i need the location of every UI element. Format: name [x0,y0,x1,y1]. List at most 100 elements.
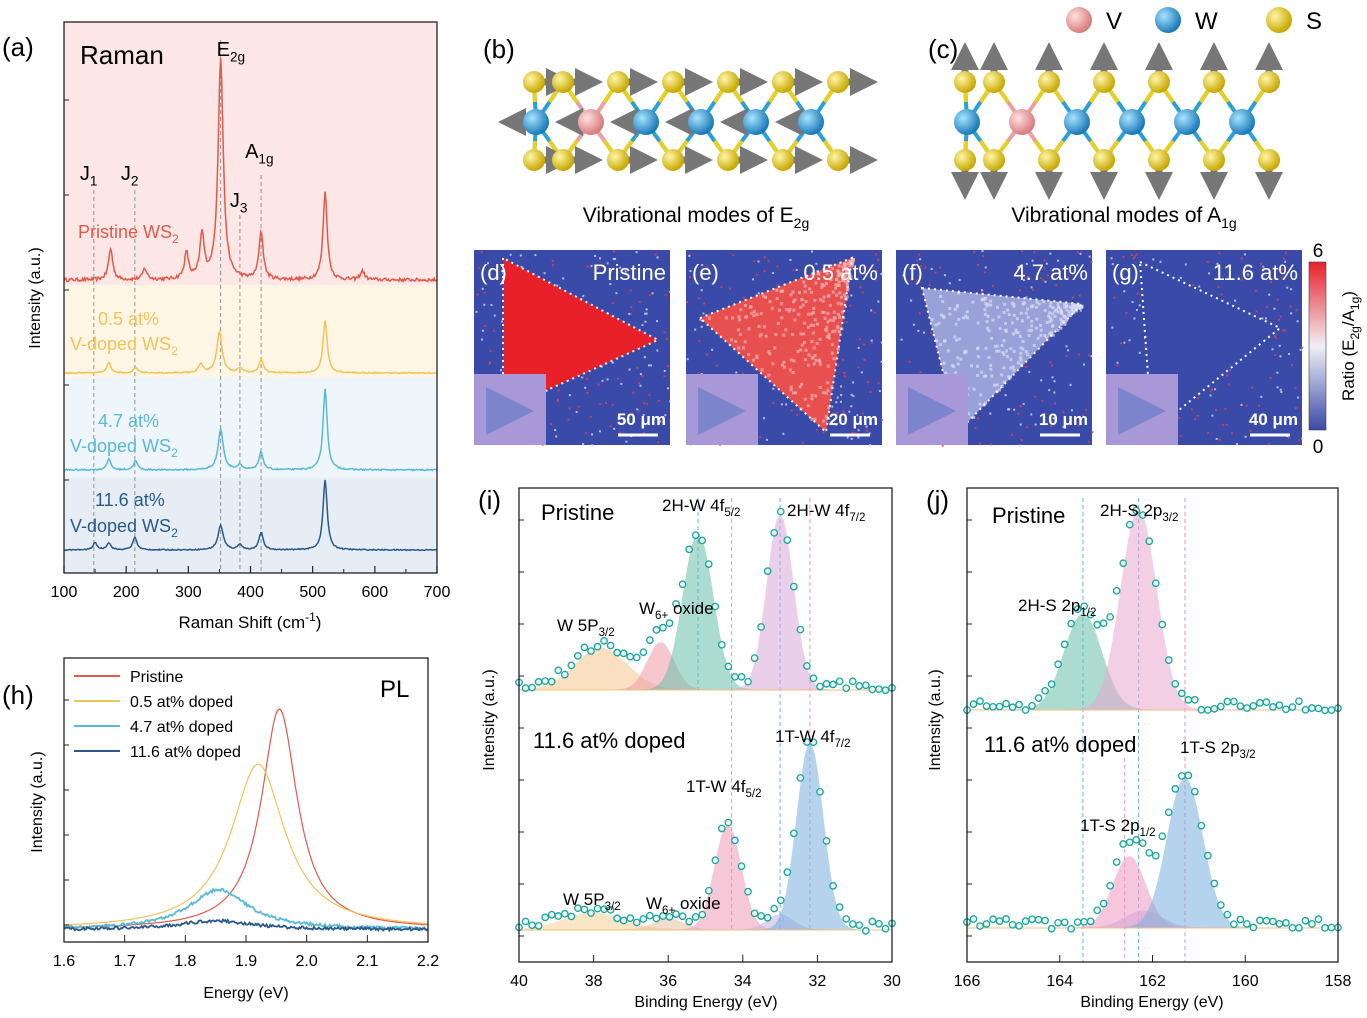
map-scale-0: 50 μm [617,410,666,429]
xps-w-y-label: Intensity (a.u.) [481,669,498,770]
raman-series-lines [63,58,438,552]
colorbar-min: 0 [1313,437,1324,458]
panel-label-j: (j) [926,485,949,515]
raman-title: Raman [80,40,164,70]
atom-w [1064,109,1090,135]
atom-s [1038,71,1060,93]
atom-s [827,149,849,171]
map-title-2: 4.7 at% [1013,260,1088,285]
legend-atom-W [1155,7,1181,33]
atom-s [607,149,629,171]
raman-series-label-2-a: 4.7 at% [98,411,159,431]
atom-w [1229,109,1255,135]
colorbar-label: Ratio (E2g​/A1g​) [1339,291,1362,401]
raman-xtick-label-1: 200 [113,584,140,601]
xps-xtick-label-4: 158 [1325,973,1352,990]
raman-xtick-label-2: 300 [175,584,202,601]
legend-atom-label-W: W [1195,8,1218,35]
raman-x-axis: 100 200 300 400 500 600 700 [51,99,450,601]
atom-w [954,109,980,135]
raman-band-3 [64,478,437,573]
xps-peak-label-2: 2H-W 4f5/2​ [662,496,740,519]
pl-xtick-label-2: 1.8 [174,953,196,970]
atom-s [1258,149,1280,171]
map-title-1: 0.5 at% [803,260,878,285]
legend-atom-label-S: S [1306,8,1322,35]
atom-s [552,71,574,93]
raman-series-label-1-a: 0.5 at% [98,309,159,329]
raman-ratio-maps: (d) Pristine 50 μm (e) 0.5 at% 20 μm (f) 4.7 at… [474,250,1304,447]
upper-points [963,506,1342,715]
colorbar-max: 6 [1313,241,1324,262]
raman-peak-guides [93,40,262,573]
pl-title: PL [380,676,409,703]
xps-xtick-label-3: 34 [734,973,752,990]
xps-xtick-label-2: 36 [659,973,677,990]
pl-legend-label-3: 11.6 at% doped [130,744,241,761]
xps-w-plot-frame [518,487,893,963]
atom-w [798,109,824,135]
raman-peak-label-1: A1g​ [245,141,273,167]
atom-s [662,71,684,93]
raman-chart: (a) Pristine WS2​ 0.5 at% V-doped WS2​ 4.7 … [2,21,450,632]
map-title-0: Pristine [593,260,666,285]
atom-v [578,109,604,135]
raman-peak-label-0: E2g​ [217,39,245,65]
pl-xtick-label-5: 2.1 [356,953,378,970]
xps-s-chart: (j) 2H-S 2p1/2​ 2H-S 2p3/2​ 1T-S 2p1/2​ 1T-… [926,485,1351,1011]
pl-legend-label-2: 4.7 at% doped [130,719,233,736]
xps-peak-label-4: 1T-S 2p3/2​ [1180,738,1256,761]
xps-xtick-label-0: 40 [510,973,528,990]
pl-series-lines [63,708,429,933]
ratio-colorbar: 6 0 Ratio (E2g​/A1g​) [1308,241,1362,458]
atom-s [827,71,849,93]
raman-peak-label-3: J2​ [121,163,139,189]
structure-a1g [951,42,1283,200]
xps-s-x-axis: 166 164 162 160 158 [954,519,1352,990]
map-0.5 at%: (e) 0.5 at% 20 μm [686,250,884,447]
xps-s-plot-frame [966,487,1339,963]
panel-label-b: (b) [483,34,515,64]
raman-line-2 [63,388,438,472]
atom-s [523,71,545,93]
panel-label-a: (a) [2,32,34,62]
caption-e2g: Vibrational modes of E2g [583,204,809,231]
xps-s-y-label: Intensity (a.u.) [927,669,944,770]
atom-s [772,71,794,93]
pl-line-2 [63,887,429,932]
xps-xtick-label-4: 32 [809,973,827,990]
atom-w [1174,109,1200,135]
map-label-0: (d) [480,260,507,285]
xps-lower-title: 11.6 at% doped [533,728,686,753]
flake-0 [503,258,658,410]
legend-atom-V [1066,7,1092,33]
raman-series-label-1-b: V-doped WS2​ [70,334,178,358]
xps-s-x-label: Binding Energy (eV) [1080,994,1223,1011]
raman-xtick-label-3: 400 [237,584,264,601]
atom-s [607,71,629,93]
atom-s [1148,149,1170,171]
atom-w [523,109,549,135]
xps-xtick-label-2: 162 [1139,973,1166,990]
xps-peak-label-3: 2H-W 4f7/2​ [787,501,865,524]
raman-line-1 [63,320,438,375]
xps-lower-title: 11.6 at% doped [984,732,1137,757]
raman-band-0 [64,22,437,285]
atom-s [1203,149,1225,171]
atom-s [772,149,794,171]
raman-peak-label-4: J3​ [230,190,248,216]
atom-s [717,149,739,171]
raman-series-labels: Pristine WS2​ 0.5 at% V-doped WS2​ 4.7 at% V… [70,222,179,540]
raman-series-label-3-b: V-doped WS2​ [70,516,178,540]
pl-legend-label-0: Pristine [130,669,183,686]
caption-a1g: Vibrational modes of A1g [1011,204,1236,231]
map-Pristine: (d) Pristine 50 μm [474,250,672,447]
lower-points [515,738,896,935]
xps-peak-label-2: 1T-S 2p1/2​ [1080,816,1156,839]
raman-series-label-3-a: 11.6 at% [95,490,165,510]
xps-peak-label-5: W6+​ oxide [646,894,721,917]
map-title-3: 11.6 at% [1213,260,1298,285]
atom-s [552,149,574,171]
atom-w [743,109,769,135]
atom-s [1148,71,1170,93]
